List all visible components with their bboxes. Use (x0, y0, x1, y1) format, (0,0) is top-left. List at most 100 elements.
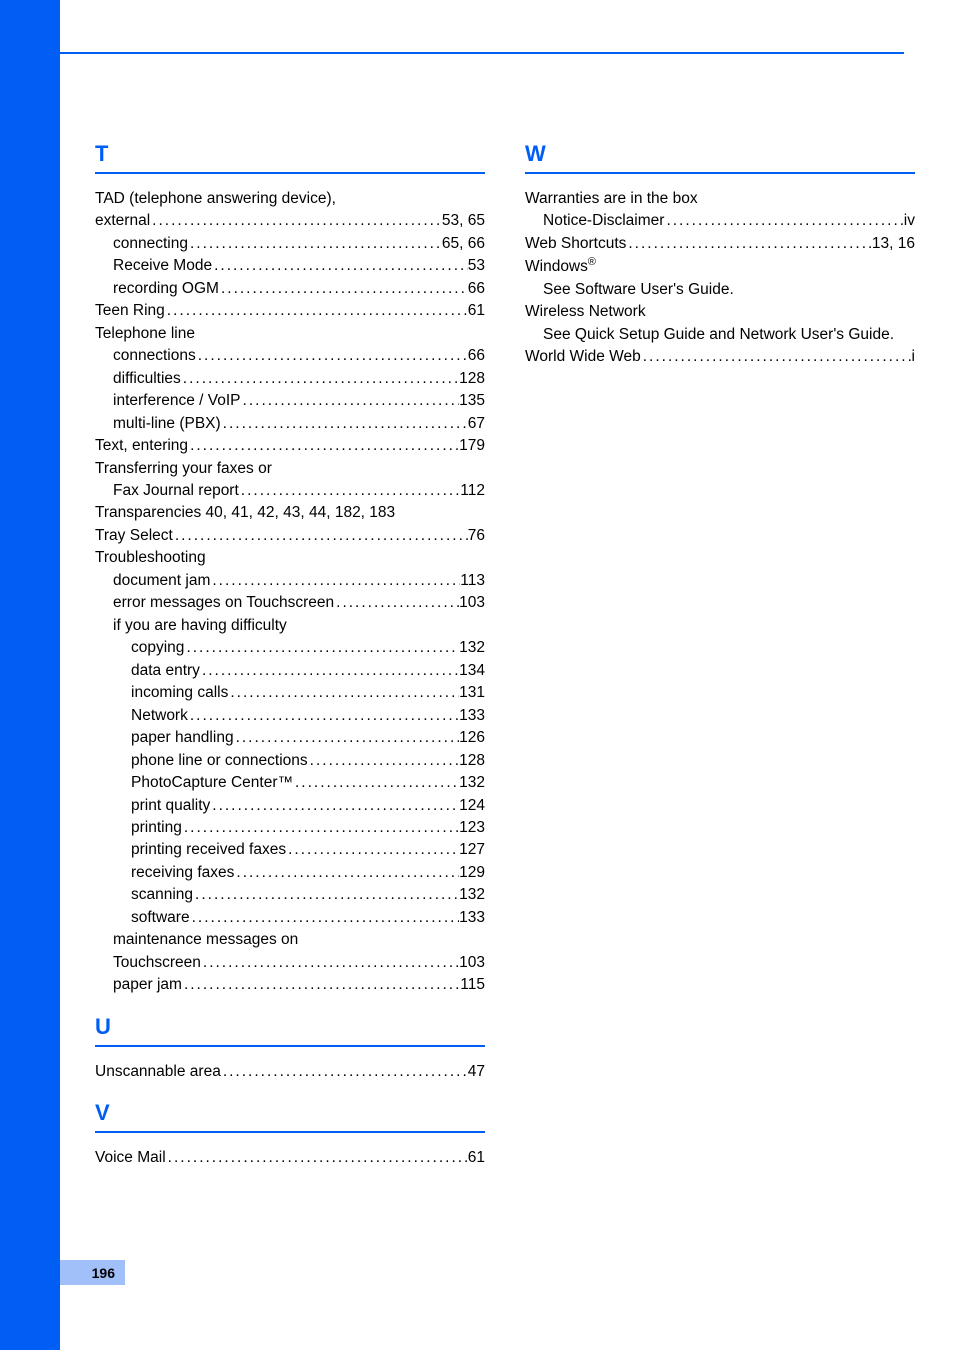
index-label: paper jam (113, 974, 182, 996)
index-label: Fax Journal report (113, 480, 239, 502)
top-horizontal-rule (60, 52, 904, 54)
index-content: TTAD (telephone answering device),extern… (95, 138, 904, 1169)
leader-dots (210, 795, 459, 817)
index-entry: connections 66 (95, 345, 485, 367)
index-label: World Wide Web (525, 346, 641, 368)
index-page[interactable]: 123 (459, 817, 485, 839)
leader-dots (188, 705, 459, 727)
index-label: Web Shortcuts (525, 233, 626, 255)
blue-side-tab (0, 0, 60, 1350)
index-page[interactable]: i (912, 346, 915, 368)
index-page[interactable]: 132 (459, 772, 485, 794)
index-entry: print quality 124 (95, 795, 485, 817)
leader-dots (201, 952, 459, 974)
index-page[interactable]: 65, 66 (442, 233, 485, 255)
index-page[interactable]: 124 (459, 795, 485, 817)
section-letter-w: W (525, 138, 915, 170)
leader-dots (184, 637, 459, 659)
index-page[interactable]: 66 (468, 278, 485, 300)
index-page[interactable]: 53 (468, 255, 485, 277)
index-page[interactable]: 129 (459, 862, 485, 884)
index-label: Network (131, 705, 188, 727)
index-page[interactable]: 61 (468, 1147, 485, 1169)
leader-dots (212, 255, 468, 277)
index-page[interactable]: 133 (459, 705, 485, 727)
index-page[interactable]: 13, 16 (872, 233, 915, 255)
index-entry: scanning 132 (95, 884, 485, 906)
index-label: Teen Ring (95, 300, 165, 322)
index-page[interactable]: 127 (459, 839, 485, 861)
index-page[interactable]: 133 (459, 907, 485, 929)
page-number-box: 196 (60, 1260, 125, 1285)
index-entry: receiving faxes 129 (95, 862, 485, 884)
index-page[interactable]: 61 (468, 300, 485, 322)
index-label: error messages on Touchscreen (113, 592, 334, 614)
index-page[interactable]: 134 (459, 660, 485, 682)
index-entry: Web Shortcuts 13, 16 (525, 233, 915, 255)
index-page[interactable]: 131 (459, 682, 485, 704)
leader-dots (182, 974, 460, 996)
index-label: recording OGM (113, 278, 219, 300)
index-page[interactable]: 112 (460, 480, 485, 502)
section-rule (525, 172, 915, 174)
index-entry: software 133 (95, 907, 485, 929)
index-page[interactable]: 132 (459, 884, 485, 906)
index-page[interactable]: 179 (459, 435, 485, 457)
index-page[interactable]: 115 (460, 974, 485, 996)
index-entry: printing 123 (95, 817, 485, 839)
index-page[interactable]: 103 (459, 952, 485, 974)
index-label: connecting (113, 233, 188, 255)
section-letter-t: T (95, 138, 485, 170)
index-label: Receive Mode (113, 255, 212, 277)
index-label: document jam (113, 570, 210, 592)
index-label: data entry (131, 660, 200, 682)
index-entry: Receive Mode 53 (95, 255, 485, 277)
index-page[interactable]: 132 (459, 637, 485, 659)
leader-dots (293, 772, 459, 794)
index-text: Windows® (525, 255, 915, 279)
index-label: incoming calls (131, 682, 228, 704)
index-text: See Software User's Guide. (525, 279, 915, 301)
leader-dots (190, 907, 460, 929)
leader-dots (188, 233, 442, 255)
leader-dots (221, 1061, 468, 1083)
leader-dots (241, 390, 460, 412)
leader-dots (221, 413, 468, 435)
index-text: Troubleshooting (95, 547, 485, 569)
index-page[interactable]: iv (904, 210, 915, 232)
index-label: printing received faxes (131, 839, 286, 861)
index-entry: paper jam 115 (95, 974, 485, 996)
index-entry: phone line or connections 128 (95, 750, 485, 772)
index-page[interactable]: 113 (460, 570, 485, 592)
leader-dots (188, 435, 459, 457)
index-page[interactable]: 66 (468, 345, 485, 367)
index-page[interactable]: 128 (459, 368, 485, 390)
index-page[interactable]: 103 (459, 592, 485, 614)
leader-dots (165, 300, 468, 322)
index-page[interactable]: 67 (468, 413, 485, 435)
leader-dots (664, 210, 903, 232)
index-label: phone line or connections (131, 750, 308, 772)
index-page[interactable]: 76 (468, 525, 485, 547)
leader-dots (626, 233, 872, 255)
leader-dots (173, 525, 468, 547)
index-entry: Notice-Disclaimer iv (525, 210, 915, 232)
index-label: connections (113, 345, 196, 367)
index-entry: Fax Journal report 112 (95, 480, 485, 502)
index-label: Tray Select (95, 525, 173, 547)
index-page[interactable]: 128 (459, 750, 485, 772)
index-label: Unscannable area (95, 1061, 221, 1083)
leader-dots (219, 278, 468, 300)
index-page[interactable]: 135 (459, 390, 485, 412)
index-page[interactable]: 47 (468, 1061, 485, 1083)
index-page[interactable]: 126 (459, 727, 485, 749)
index-label: interference / VoIP (113, 390, 241, 412)
leader-dots (182, 817, 459, 839)
index-page[interactable]: 53, 65 (442, 210, 485, 232)
leader-dots (334, 592, 459, 614)
section-letter-u: U (95, 1011, 485, 1043)
index-entry: Network 133 (95, 705, 485, 727)
index-entry: data entry 134 (95, 660, 485, 682)
index-label: print quality (131, 795, 210, 817)
leader-dots (166, 1147, 468, 1169)
